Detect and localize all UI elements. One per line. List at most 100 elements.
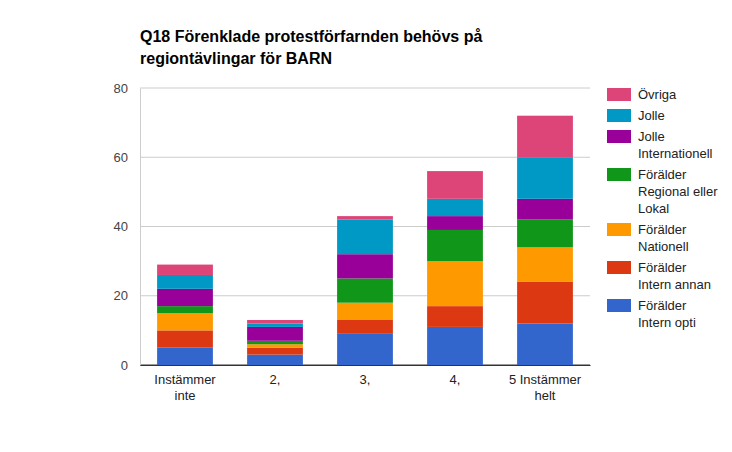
title-line: regiontävlingar för BARN [140,50,332,67]
legend-label: Jolle Internationell [638,129,713,161]
x-tick-label-line: 2, [270,372,281,387]
bar-segment [517,157,573,199]
legend-swatch [607,88,631,101]
series [157,116,573,324]
bar-segment [337,334,393,365]
x-tick-label-line: helt [535,388,556,403]
title: Q18 Förenklade protestförfarnden behövs … [140,28,482,67]
legend-label-line: Jolle [638,129,665,144]
legend-label: Förälder Intern annan [638,260,711,292]
bar-segment [337,220,393,255]
legend-swatch [607,109,631,122]
x-axis: Instämmerinte 2, 3, 4, 5 Instämmerhelt [141,365,591,403]
bar-segment [337,216,393,219]
bars [157,116,573,365]
series [157,220,573,345]
bar-segment [157,289,213,306]
bar-segment [517,282,573,324]
bar-segment [157,306,213,313]
bar-segment [427,261,483,306]
x-tick-label: Instämmerinte [154,372,216,403]
legend-label-line: Internationell [638,146,713,161]
x-tick-label-line: inte [175,388,196,403]
x-tick-label-line: 5 Instämmer [509,372,582,387]
legend-label: Jolle [638,108,665,123]
grid [140,88,590,365]
x-axis-line [141,365,591,366]
legend-swatch [607,130,631,143]
bar-segment [247,355,303,365]
legend: Övriga Jolle Jolle Internationell FörälderRe… [607,87,718,330]
y-tick: 0 [121,358,140,373]
y-axis: 0 20 40 60 80 [114,81,141,373]
bar-segment [427,199,483,216]
grid-line [140,88,590,89]
y-tick: 40 [114,219,140,234]
bar-segment [247,344,303,347]
y-tick-label: 0 [121,358,128,373]
legend-label: FörälderRegional ellerLokal [638,167,718,216]
legend-label: Förälder Intern opti [638,298,696,330]
legend-label-line: Intern opti [638,315,696,330]
y-tick: 20 [114,288,140,303]
legend-label-line: Jolle [638,108,665,123]
bar-segment [247,327,303,341]
bar-segment [247,348,303,355]
bar-segment [427,306,483,327]
y-tick-label: 80 [114,81,128,96]
x-tick: 5 Instämmerhelt [509,365,582,403]
bar-segment [157,275,213,289]
legend-swatch [607,299,631,312]
x-tick-label: 5 Instämmerhelt [509,372,582,403]
bar-segment [517,199,573,220]
legend-swatch [607,223,631,236]
title-line: Q18 Förenklade protestförfarnden behövs … [140,28,482,45]
y-tick-label: 40 [114,219,128,234]
bar-segment [517,220,573,248]
bar-segment [157,348,213,365]
legend-label-line: Förälder [638,222,687,237]
bar-segment [247,323,303,326]
legend-label-line: Förälder [638,260,687,275]
x-tick-label: 3, [360,372,371,387]
y-tick-label: 60 [114,150,128,165]
legend-label-line: Förälder [638,298,687,313]
legend-label-line: Lokal [638,201,669,216]
x-tick-label-line: 3, [360,372,371,387]
y-tick: 80 [114,81,140,96]
bar-segment [427,230,483,261]
x-tick: 4, [450,365,461,387]
bar-segment [157,330,213,347]
legend-label-line: Intern annan [638,277,711,292]
bar-segment [247,320,303,323]
bar-segment [247,341,303,344]
bar-segment [157,265,213,275]
y-tick-label: 20 [114,288,128,303]
bar-segment [337,254,393,278]
bar-segment [427,216,483,230]
bar-segment [157,313,213,330]
x-tick-label: 4, [450,372,461,387]
bar-segment [427,171,483,199]
x-tick: 2, [270,365,281,387]
bar-segment [427,327,483,365]
bar-segment [337,303,393,320]
legend-swatch [607,168,631,181]
series [157,247,573,347]
x-tick: 3, [360,365,371,387]
x-tick: Instämmerinte [154,365,216,403]
x-tick-label: 2, [270,372,281,387]
bar-segment [517,116,573,158]
x-tick-label-line: 4, [450,372,461,387]
series [157,157,573,327]
bar-segment [517,323,573,365]
legend-label: Förälder Nationell [638,222,689,254]
bar-segment [517,247,573,282]
chart: Q18 Förenklade protestförfarnden behövs … [0,0,732,452]
legend-label-line: Nationell [638,239,689,254]
legend-swatch [607,261,631,274]
series [157,199,573,341]
legend-label: Övriga [638,87,677,102]
legend-label-line: Övriga [638,87,677,102]
bar-segment [337,278,393,302]
